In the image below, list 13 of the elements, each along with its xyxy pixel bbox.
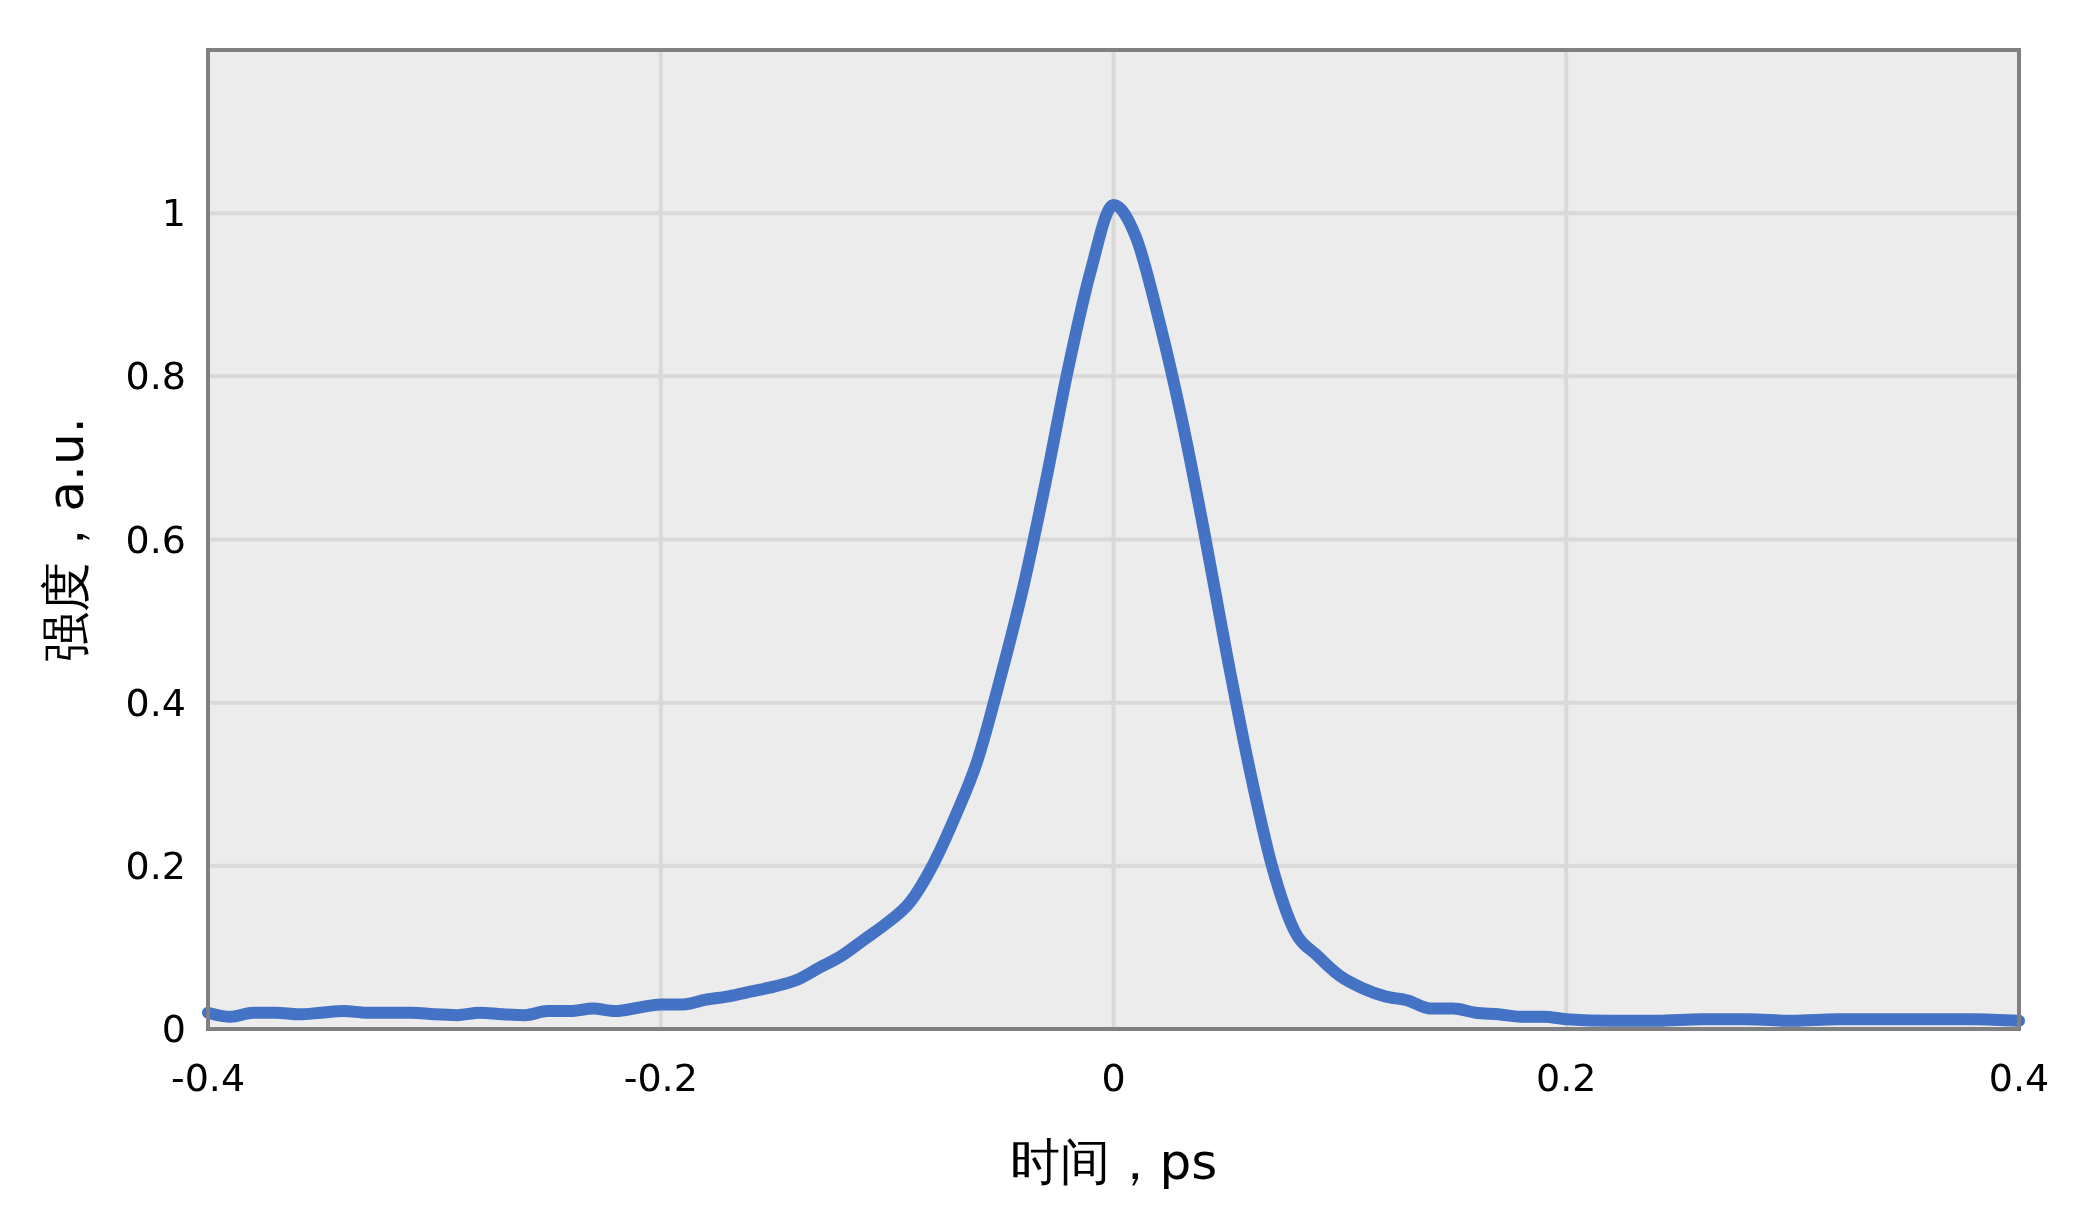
- y-axis-title: 强度，a.u.: [37, 417, 95, 662]
- y-tick-label: 1: [161, 191, 186, 236]
- x-tick-label: 0.4: [1988, 1056, 2050, 1100]
- x-axis-title: 时间，ps: [1009, 1133, 1218, 1191]
- y-tick-label: 0.4: [125, 680, 186, 725]
- y-tick-label: 0.6: [125, 517, 186, 562]
- y-tick-label: 0.2: [125, 843, 186, 888]
- x-tick-label: -0.2: [623, 1056, 698, 1100]
- y-tick-label: 0.8: [125, 354, 186, 399]
- x-tick-label: -0.4: [170, 1056, 246, 1100]
- x-tick-label: 0: [1101, 1056, 1126, 1100]
- y-tick-label: 0: [161, 1007, 186, 1051]
- x-tick-label: 0.2: [1536, 1056, 1597, 1100]
